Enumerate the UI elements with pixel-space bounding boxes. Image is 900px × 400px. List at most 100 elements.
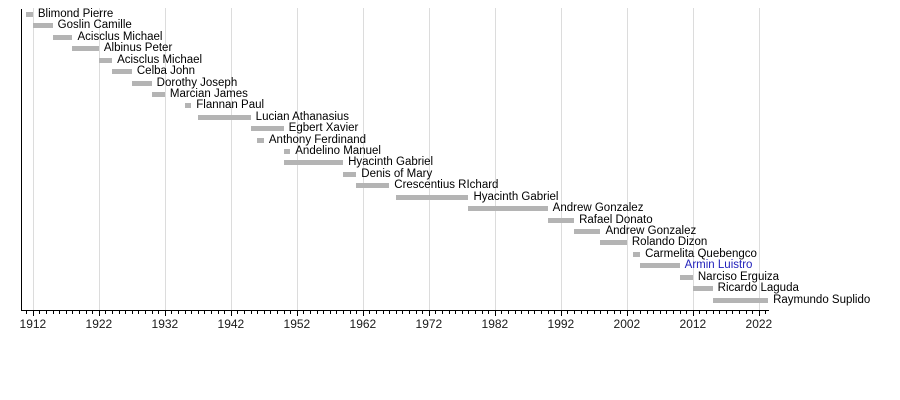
timeline-bar-label: Marcian James — [169, 87, 248, 100]
y-axis-line — [21, 9, 22, 310]
axis-minor-tick — [52, 311, 54, 314]
decade-gridline — [560, 8, 562, 310]
axis-minor-tick — [600, 311, 602, 314]
timeline-bar — [600, 240, 627, 246]
axis-minor-tick — [554, 311, 556, 314]
axis-minor-tick — [131, 311, 133, 314]
axis-minor-tick — [765, 311, 767, 314]
timeline-bar-label: Acisclus Michael — [117, 53, 203, 66]
axis-minor-tick — [250, 311, 252, 314]
axis-minor-tick — [72, 311, 74, 314]
timeline-bar — [112, 69, 132, 75]
axis-tick-label: 1942 — [217, 317, 245, 331]
timeline-bar-label: Denis of Mary — [361, 167, 433, 180]
axis-minor-tick — [26, 311, 28, 314]
timeline-bar — [151, 91, 165, 97]
axis-minor-tick — [633, 311, 635, 314]
timeline-bar-label: Crescentius RIchard — [394, 179, 499, 192]
timeline-bar — [395, 194, 469, 200]
axis-minor-tick — [336, 311, 338, 314]
timeline-bar-label: Andelino Manuel — [295, 145, 381, 158]
timeline-bar-label: Hyacinth Gabriel — [473, 190, 559, 203]
axis-minor-tick — [706, 311, 708, 314]
axis-major-tick — [230, 311, 232, 316]
axis-major-tick — [32, 311, 34, 316]
axis-minor-tick — [158, 311, 160, 314]
axis-minor-tick — [151, 311, 153, 314]
axis-minor-tick — [171, 311, 173, 314]
axis-minor-tick — [547, 311, 549, 314]
timeline-bar-label: Goslin Camille — [57, 19, 132, 32]
axis-minor-tick — [257, 311, 259, 314]
timeline-bar-label: Dorothy Joseph — [156, 76, 238, 89]
axis-tick-label: 2002 — [613, 317, 641, 331]
decade-gridline — [32, 8, 34, 310]
axis-tick-label: 1932 — [151, 317, 179, 331]
axis-minor-tick — [699, 311, 701, 314]
axis-minor-tick — [673, 311, 675, 314]
axis-minor-tick — [105, 311, 107, 314]
axis-minor-tick — [442, 311, 444, 314]
axis-minor-tick — [574, 311, 576, 314]
timeline-bar — [343, 171, 357, 177]
timeline-bar-label: Raymundo Suplido — [773, 293, 871, 306]
decade-gridline — [230, 8, 232, 310]
axis-minor-tick — [527, 311, 529, 314]
axis-minor-tick — [541, 311, 543, 314]
axis-minor-tick — [455, 311, 457, 314]
axis-minor-tick — [178, 311, 180, 314]
timeline-bar-label: Anthony Ferdinand — [268, 133, 367, 146]
decade-gridline — [428, 8, 430, 310]
axis-minor-tick — [382, 311, 384, 314]
axis-minor-tick — [323, 311, 325, 314]
axis-minor-tick — [745, 311, 747, 314]
axis-minor-tick — [435, 311, 437, 314]
axis-tick-label: 1962 — [349, 317, 377, 331]
decade-gridline — [758, 8, 760, 310]
axis-major-tick — [428, 311, 430, 316]
decade-gridline — [692, 8, 694, 310]
axis-minor-tick — [732, 311, 734, 314]
timeline-bar — [26, 12, 33, 17]
timeline-bar — [633, 251, 641, 257]
decade-gridline — [494, 8, 496, 310]
axis-minor-tick — [593, 311, 595, 314]
timeline-bar — [679, 274, 693, 280]
timeline-bar — [712, 297, 769, 303]
timeline-bar-label: Armin Luistro — [684, 259, 753, 272]
timeline-bar — [574, 228, 601, 234]
axis-minor-tick — [356, 311, 358, 314]
axis-minor-tick — [712, 311, 714, 314]
axis-minor-tick — [395, 311, 397, 314]
axis-minor-tick — [316, 311, 318, 314]
axis-minor-tick — [415, 311, 417, 314]
timeline-bar-label: Rolando Dizon — [631, 236, 708, 249]
axis-tick-label: 1912 — [19, 317, 47, 331]
axis-minor-tick — [349, 311, 351, 314]
axis-minor-tick — [310, 311, 312, 314]
timeline-bar — [98, 57, 113, 63]
decade-gridline — [164, 8, 166, 310]
timeline-bar — [72, 46, 99, 52]
timeline-bar — [547, 217, 575, 223]
axis-tick-label: 1992 — [547, 317, 575, 331]
axis-tick-label: 1972 — [415, 317, 443, 331]
axis-minor-tick — [290, 311, 292, 314]
axis-minor-tick — [263, 311, 265, 314]
timeline-bar — [32, 23, 53, 29]
axis-minor-tick — [39, 311, 41, 314]
axis-minor-tick — [118, 311, 120, 314]
timeline-bar-label: Flannan Paul — [196, 99, 265, 112]
axis-tick-label: 2022 — [745, 317, 773, 331]
axis-minor-tick — [237, 311, 239, 314]
timeline-bar-label: Albinus Peter — [103, 42, 173, 55]
axis-minor-tick — [184, 311, 186, 314]
axis-major-tick — [626, 311, 628, 316]
timeline-bar — [283, 149, 291, 155]
axis-major-tick — [560, 311, 562, 316]
axis-minor-tick — [244, 311, 246, 314]
axis-minor-tick — [79, 311, 81, 314]
axis-minor-tick — [475, 311, 477, 314]
